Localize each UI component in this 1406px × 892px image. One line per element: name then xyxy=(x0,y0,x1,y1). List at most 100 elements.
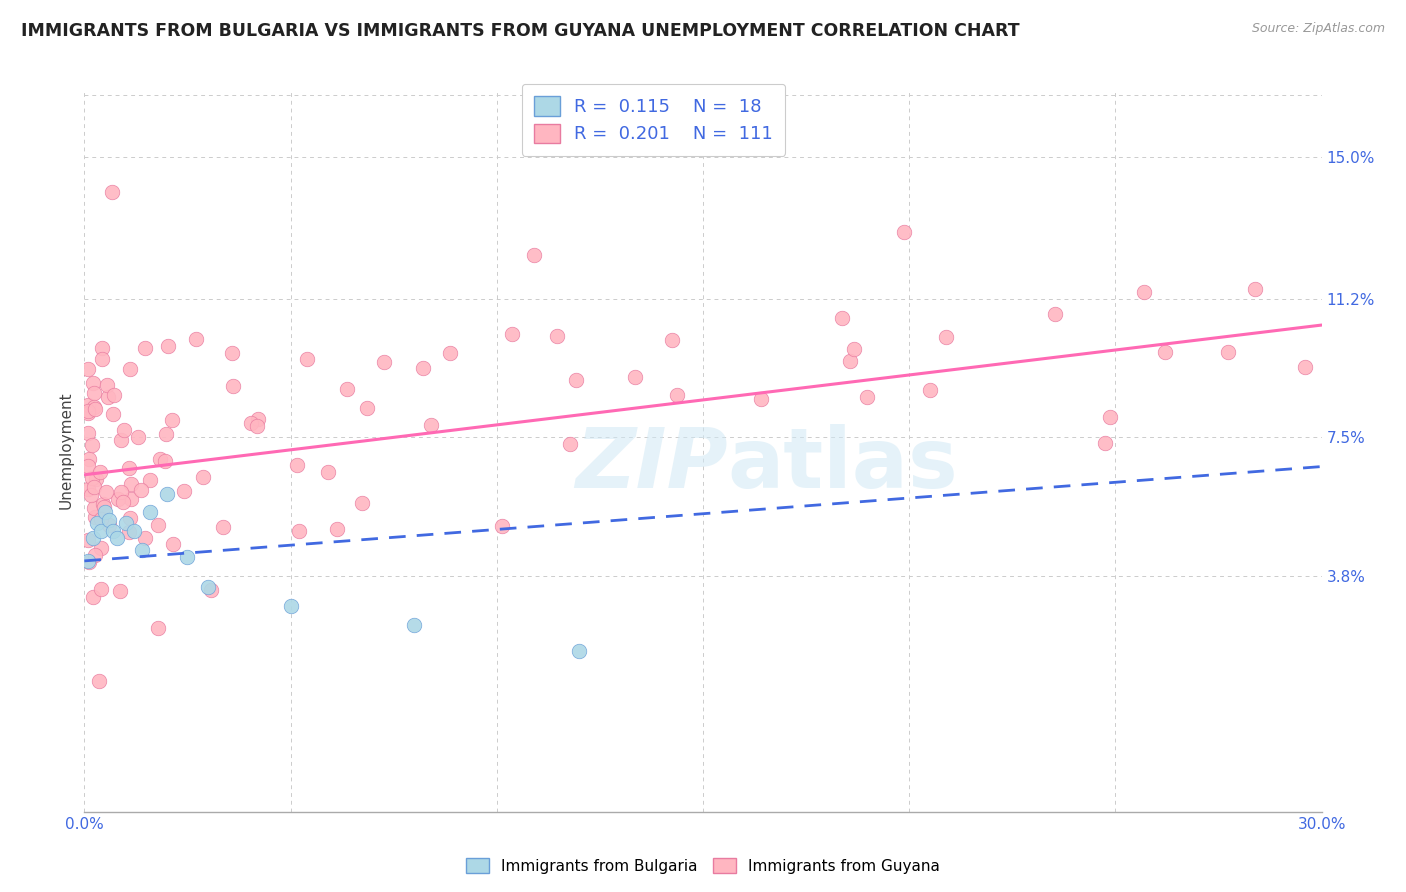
Point xyxy=(112,495,135,509)
Point xyxy=(131,483,153,497)
Point xyxy=(90,512,112,526)
Point xyxy=(93,500,115,514)
Point xyxy=(558,436,581,450)
Point xyxy=(1294,360,1316,375)
Point xyxy=(91,351,114,366)
Point xyxy=(1153,344,1175,359)
Point xyxy=(564,373,586,387)
Point xyxy=(112,423,135,437)
Point xyxy=(103,524,125,538)
Point xyxy=(326,522,349,536)
Point xyxy=(77,458,100,473)
Point xyxy=(523,248,546,262)
Point xyxy=(893,225,915,239)
Point xyxy=(108,584,131,599)
Point xyxy=(546,328,568,343)
Point xyxy=(356,401,378,416)
Point xyxy=(118,511,141,525)
Point xyxy=(83,501,105,516)
Point xyxy=(91,342,114,356)
Point xyxy=(82,591,104,605)
Point xyxy=(77,554,100,568)
Point xyxy=(1043,307,1066,321)
Text: atlas: atlas xyxy=(728,425,959,506)
Point xyxy=(246,412,269,426)
Point xyxy=(412,360,434,375)
Point xyxy=(661,333,683,347)
Point xyxy=(246,418,269,433)
Point xyxy=(89,465,111,479)
Point xyxy=(131,542,153,557)
Point xyxy=(191,470,214,484)
Point xyxy=(101,407,124,421)
Point xyxy=(665,388,688,402)
Point xyxy=(118,461,141,475)
Point xyxy=(105,532,128,546)
Point xyxy=(84,548,107,562)
Point xyxy=(86,516,108,531)
Point xyxy=(77,482,100,496)
Point xyxy=(200,582,222,597)
Point xyxy=(103,388,125,402)
Point xyxy=(156,338,179,352)
Point xyxy=(176,550,198,565)
Point xyxy=(120,492,142,507)
Point xyxy=(1132,285,1154,299)
Point xyxy=(82,532,104,546)
Text: IMMIGRANTS FROM BULGARIA VS IMMIGRANTS FROM GUYANA UNEMPLOYMENT CORRELATION CHAR: IMMIGRANTS FROM BULGARIA VS IMMIGRANTS F… xyxy=(21,22,1019,40)
Point xyxy=(98,513,121,527)
Point xyxy=(134,531,156,545)
Point xyxy=(336,382,359,396)
Point xyxy=(146,518,169,533)
Point xyxy=(107,491,129,506)
Point xyxy=(749,392,772,406)
Point xyxy=(153,454,176,468)
Point xyxy=(77,533,100,547)
Point xyxy=(90,541,112,555)
Point xyxy=(83,480,105,494)
Point xyxy=(162,537,184,551)
Point xyxy=(184,332,207,346)
Point xyxy=(101,185,124,199)
Point xyxy=(77,555,100,569)
Point xyxy=(352,496,374,510)
Point xyxy=(139,505,162,519)
Point xyxy=(120,476,142,491)
Point xyxy=(83,385,105,400)
Point xyxy=(149,452,172,467)
Point xyxy=(91,497,114,511)
Point xyxy=(316,466,339,480)
Point xyxy=(80,471,103,485)
Point xyxy=(491,519,513,533)
Point xyxy=(77,425,100,440)
Point xyxy=(197,580,219,594)
Point xyxy=(568,644,591,658)
Point xyxy=(77,362,100,376)
Text: ZIP: ZIP xyxy=(575,425,728,506)
Point xyxy=(221,345,243,359)
Point xyxy=(77,406,100,420)
Point xyxy=(935,330,957,344)
Point xyxy=(77,404,100,418)
Point xyxy=(118,362,141,376)
Legend: Immigrants from Bulgaria, Immigrants from Guyana: Immigrants from Bulgaria, Immigrants fro… xyxy=(460,852,946,880)
Point xyxy=(80,488,103,502)
Point xyxy=(1244,282,1267,296)
Text: Source: ZipAtlas.com: Source: ZipAtlas.com xyxy=(1251,22,1385,36)
Point xyxy=(89,673,111,688)
Point xyxy=(96,485,118,500)
Point xyxy=(127,429,149,443)
Point xyxy=(439,346,461,360)
Point xyxy=(160,412,183,426)
Point xyxy=(280,599,302,613)
Point xyxy=(118,524,141,539)
Point xyxy=(240,417,263,431)
Point xyxy=(222,378,245,392)
Point xyxy=(831,310,853,325)
Point xyxy=(404,617,426,632)
Point xyxy=(97,517,120,532)
Point xyxy=(501,327,523,342)
Point xyxy=(212,520,235,534)
Point xyxy=(138,473,160,487)
Point xyxy=(838,354,860,368)
